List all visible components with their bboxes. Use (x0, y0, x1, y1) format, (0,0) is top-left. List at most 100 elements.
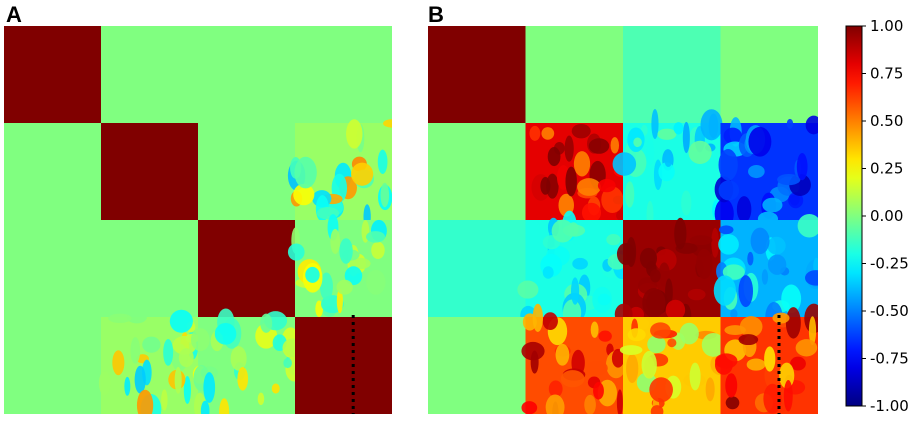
grain-mark (521, 401, 538, 414)
grain-mark (805, 270, 818, 286)
grain-mark (610, 137, 620, 154)
grain-mark (781, 284, 802, 314)
grain-mark (521, 341, 545, 361)
grain-mark (611, 348, 625, 368)
grain-mark (689, 235, 713, 246)
grain-mark (548, 380, 563, 398)
grain-mark (219, 398, 230, 414)
grain-mark (650, 322, 671, 339)
grain-mark (169, 309, 193, 333)
grain-mark (572, 257, 588, 270)
grain-mark (571, 277, 580, 305)
grain-mark (626, 237, 637, 267)
colorbar-tick-label: 1.00 (870, 17, 903, 35)
grain-mark (722, 264, 745, 280)
colorbar-tick-label: 0.50 (870, 112, 903, 130)
grain-mark (161, 389, 168, 411)
grain-mark (808, 316, 817, 346)
grain-mark (646, 138, 655, 166)
grain-mark (626, 353, 639, 384)
grain-mark (767, 236, 786, 255)
grain-mark (565, 166, 577, 197)
grain-mark (260, 313, 273, 333)
panel-label-b: B (428, 2, 444, 27)
colorbar-tick-label: -0.75 (870, 350, 909, 368)
grain-mark (172, 335, 197, 355)
grain-mark (126, 311, 147, 324)
grain-mark (178, 348, 194, 368)
grain-mark (767, 254, 787, 275)
grain-mark (163, 339, 174, 366)
grain-mark (705, 377, 715, 402)
heatmap-b (428, 26, 818, 414)
grain-mark (772, 312, 790, 324)
colorbar-tick-label: -1.00 (870, 397, 909, 415)
grain-mark (795, 339, 818, 357)
grain-mark (581, 202, 602, 223)
grain-mark (664, 154, 673, 167)
grain-mark (371, 241, 385, 260)
grain-mark (738, 275, 754, 308)
colorbar-tick-label: -0.25 (870, 255, 909, 273)
grain-mark (713, 275, 736, 306)
grain-mark (725, 396, 740, 410)
colorbar-tick-label: -0.50 (870, 302, 909, 320)
grain-mark (667, 338, 677, 348)
heatmap-cell-r1-c2 (198, 123, 296, 221)
colorbar-tick-label: 0.25 (870, 160, 903, 178)
grain-mark (736, 196, 752, 223)
grain-mark (346, 119, 363, 149)
grain-mark (383, 119, 392, 128)
grain-mark (642, 287, 666, 318)
grain-mark (136, 389, 154, 414)
grain-mark (813, 257, 818, 274)
heatmap-cell-r3-c0 (4, 317, 102, 414)
grain-mark (627, 328, 646, 342)
grain-mark (651, 108, 659, 139)
grain-mark (134, 365, 146, 394)
panel-label-a: A (6, 2, 22, 27)
grain-mark (633, 137, 642, 148)
grain-mark (336, 288, 343, 314)
grain-mark (748, 165, 765, 179)
grain-mark (517, 280, 539, 299)
heatmap-cell-r3-c0 (428, 317, 526, 414)
grain-mark (319, 272, 333, 301)
grain-mark (790, 356, 806, 371)
grain-mark (571, 123, 591, 139)
grain-mark (718, 234, 739, 255)
grain-mark (542, 312, 558, 331)
grain-mark (779, 362, 795, 389)
grain-mark (586, 360, 608, 376)
grain-mark (183, 376, 191, 404)
grain-mark (786, 118, 794, 129)
grain-mark (619, 345, 643, 355)
heatmap-cell-r0-c1 (101, 26, 199, 124)
grain-mark (283, 357, 292, 369)
heatmap-cell-r0-c3 (295, 26, 392, 124)
grain-mark (681, 190, 692, 216)
grain-mark (584, 394, 596, 414)
grain-mark (725, 373, 738, 398)
grain-mark (190, 328, 210, 352)
grain-mark (785, 307, 801, 339)
grain-mark (673, 122, 684, 135)
grain-mark (665, 299, 686, 321)
grain-mark (700, 109, 723, 141)
grain-mark (330, 228, 341, 255)
grain-mark (658, 162, 675, 182)
grain-mark (108, 313, 132, 323)
grain-mark (377, 149, 388, 174)
grain-mark (762, 197, 783, 213)
heatmap-a (4, 26, 392, 414)
grain-mark (724, 325, 746, 336)
grain-mark (366, 231, 386, 243)
grain-mark (718, 149, 738, 181)
grain-mark (616, 389, 623, 414)
grain-mark (540, 176, 551, 195)
heatmap-cell-r0-c0 (428, 26, 526, 124)
grain-mark (635, 318, 650, 330)
heatmap-cell-r0-c2 (198, 26, 296, 124)
grain-mark (649, 377, 673, 403)
grain-mark (541, 127, 555, 140)
